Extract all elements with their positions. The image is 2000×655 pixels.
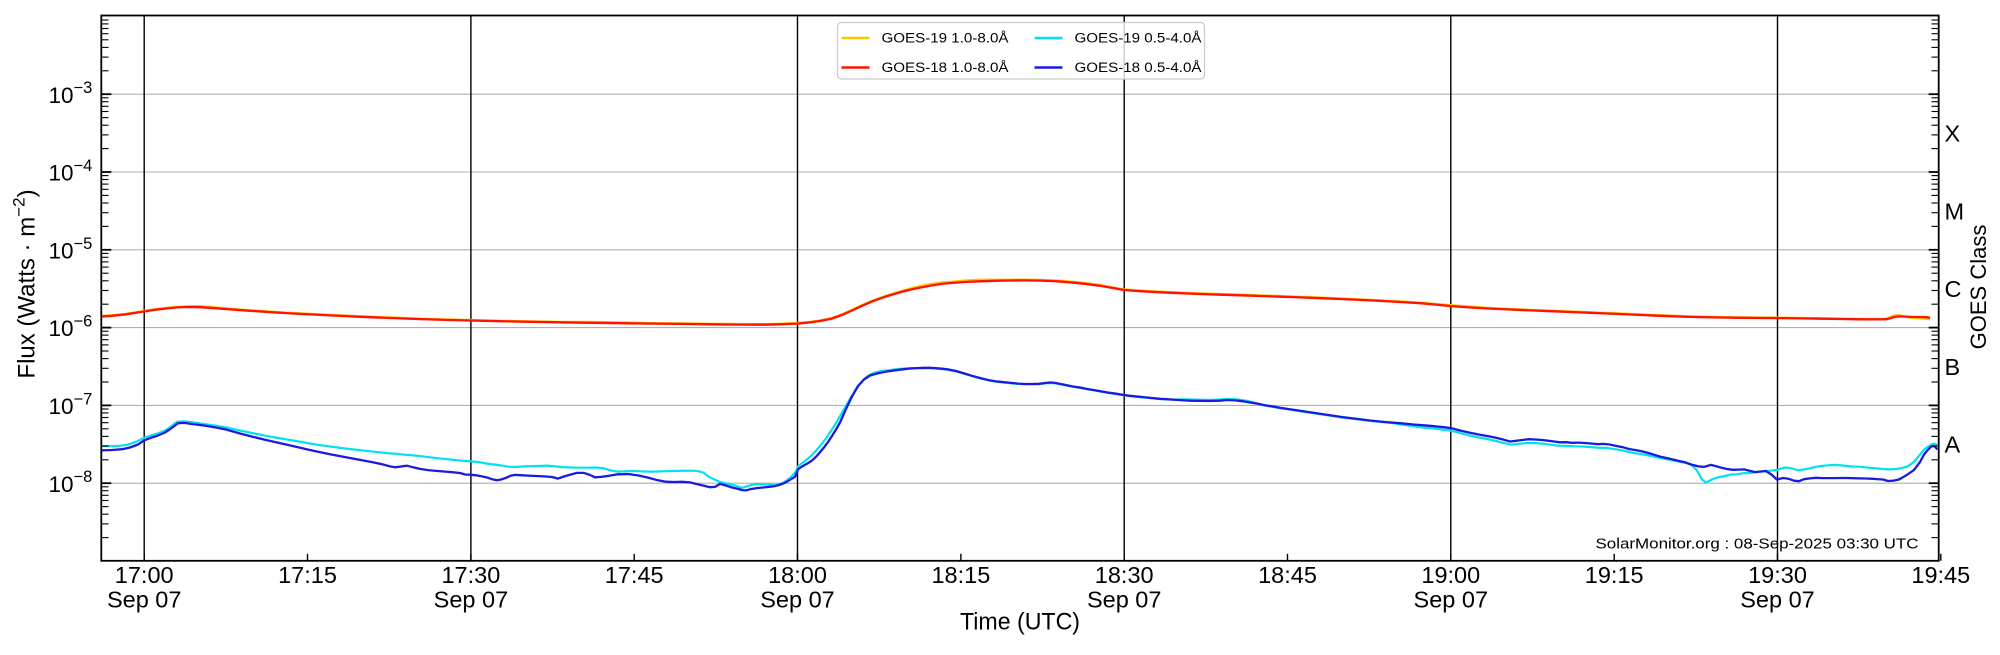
- svg-text:Sep 07: Sep 07: [107, 587, 181, 613]
- svg-text:Sep 07: Sep 07: [760, 587, 834, 613]
- svg-text:Time (UTC): Time (UTC): [960, 609, 1080, 636]
- svg-text:18:00: 18:00: [768, 562, 827, 588]
- svg-text:Sep 07: Sep 07: [1087, 587, 1161, 613]
- svg-text:19:00: 19:00: [1421, 562, 1480, 588]
- svg-text:17:30: 17:30: [441, 562, 500, 588]
- svg-text:10: 10: [49, 472, 74, 497]
- svg-text:10: 10: [49, 161, 74, 186]
- svg-text:19:30: 19:30: [1748, 562, 1807, 588]
- svg-text:10: 10: [49, 83, 74, 108]
- svg-text:18:30: 18:30: [1095, 562, 1154, 588]
- svg-text:10: 10: [49, 394, 74, 419]
- svg-text:10: 10: [49, 238, 74, 263]
- svg-text:Sep 07: Sep 07: [434, 587, 508, 613]
- svg-text:−4: −4: [74, 157, 93, 175]
- svg-text:−6: −6: [74, 313, 93, 331]
- svg-text:GOES Class: GOES Class: [1966, 225, 1991, 350]
- svg-text:Flux (Watts · m−2): Flux (Watts · m−2): [10, 189, 41, 378]
- svg-text:17:45: 17:45: [605, 562, 664, 588]
- svg-text:Sep 07: Sep 07: [1740, 587, 1814, 613]
- svg-text:GOES-19 1.0-8.0Å: GOES-19 1.0-8.0Å: [882, 29, 1010, 46]
- svg-text:10: 10: [49, 316, 74, 341]
- svg-text:SolarMonitor.org : 08-Sep-2025: SolarMonitor.org : 08-Sep-2025 03:30 UTC: [1596, 537, 1919, 553]
- svg-text:GOES-18 0.5-4.0Å: GOES-18 0.5-4.0Å: [1075, 59, 1203, 76]
- svg-text:A: A: [1945, 432, 1961, 458]
- svg-text:X: X: [1945, 121, 1961, 147]
- svg-text:19:15: 19:15: [1585, 562, 1644, 588]
- svg-text:−3: −3: [74, 79, 93, 97]
- svg-text:−8: −8: [74, 468, 93, 486]
- svg-text:18:45: 18:45: [1258, 562, 1317, 588]
- svg-text:17:00: 17:00: [115, 562, 174, 588]
- svg-text:17:15: 17:15: [278, 562, 337, 588]
- svg-text:GOES-18 1.0-8.0Å: GOES-18 1.0-8.0Å: [882, 59, 1010, 76]
- svg-text:B: B: [1945, 354, 1961, 380]
- svg-text:19:45: 19:45: [1911, 562, 1970, 588]
- svg-text:−5: −5: [74, 235, 93, 253]
- svg-text:Sep 07: Sep 07: [1414, 587, 1488, 613]
- svg-text:M: M: [1945, 198, 1965, 224]
- svg-text:18:15: 18:15: [931, 562, 990, 588]
- svg-text:GOES-19 0.5-4.0Å: GOES-19 0.5-4.0Å: [1075, 29, 1203, 46]
- svg-text:−7: −7: [74, 390, 93, 408]
- svg-text:C: C: [1945, 276, 1962, 302]
